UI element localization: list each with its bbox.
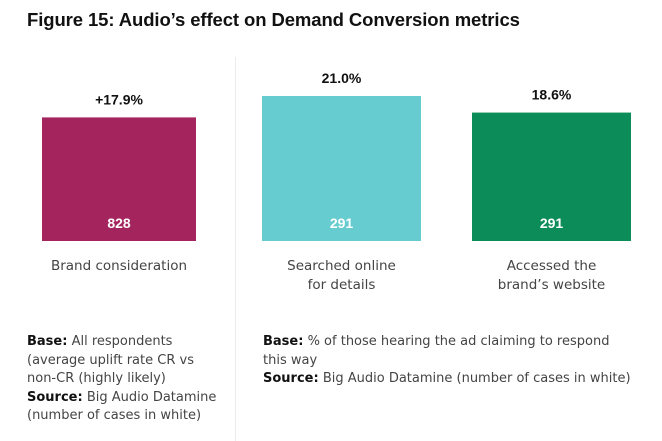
category-label: for details: [308, 277, 376, 293]
value-label: +17.9%: [95, 91, 143, 107]
source-text: Big Audio Datamine (number of cases in w…: [27, 389, 217, 424]
figure-title: Figure 15: Audio’s effect on Demand Conv…: [27, 9, 520, 30]
value-label: 18.6%: [532, 87, 572, 103]
base-text: % of those hearing the ad claiming to re…: [263, 334, 610, 368]
bar: [472, 112, 631, 241]
bar-chart: +17.9% 828 Brand consideration 21.0% 291 Sear…: [42, 70, 631, 293]
source-label: Source:: [263, 371, 319, 386]
bar: [42, 117, 196, 241]
category-label: brand’s website: [498, 277, 605, 293]
group-divider: [235, 57, 236, 441]
category-label: Searched online: [287, 258, 396, 274]
source-text: Big Audio Datamine (number of cases in w…: [318, 371, 631, 386]
category-label: Brand consideration: [51, 258, 187, 274]
source-label: Source:: [27, 389, 83, 405]
case-count-label: 291: [540, 215, 564, 231]
case-count-label: 828: [107, 215, 131, 231]
base-label: Base:: [263, 334, 304, 349]
footnote-right: Base: % of those hearing the ad claiming…: [263, 333, 633, 389]
base-label: Base:: [27, 334, 68, 349]
case-count-label: 291: [330, 215, 354, 231]
base-text: All respondents (average uplift rate CR …: [27, 334, 194, 386]
category-label: Accessed the: [507, 258, 597, 274]
footnote-left: Base: All respondents (average uplift ra…: [27, 333, 227, 426]
value-label: 21.0%: [322, 70, 362, 86]
bar: [262, 96, 421, 241]
